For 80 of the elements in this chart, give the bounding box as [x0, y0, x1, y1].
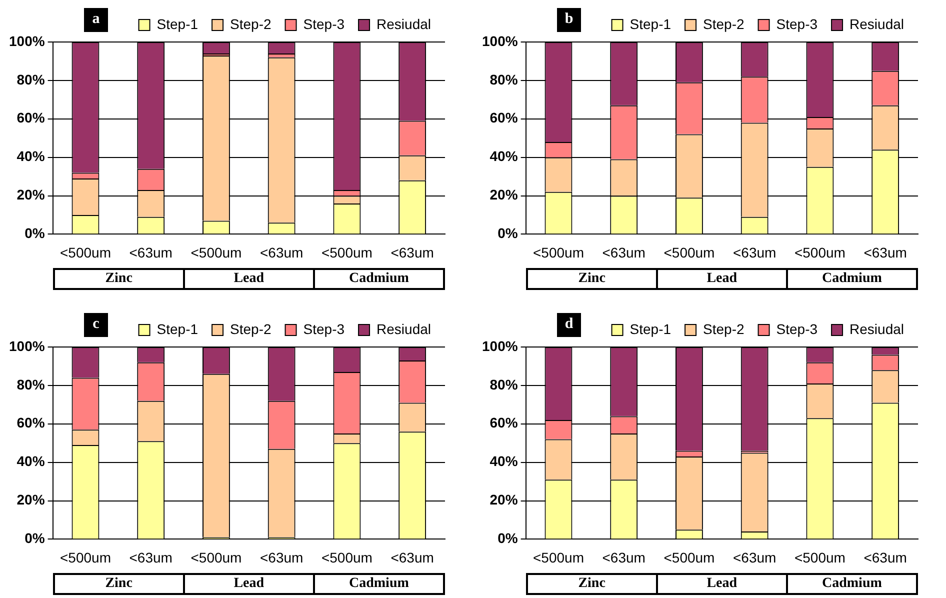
text: Zinc: [104, 270, 134, 288]
legend-label: Resiudal: [376, 16, 432, 32]
text: Cadmium: [786, 270, 916, 288]
chart-title: c: [84, 313, 108, 337]
text: Zinc: [577, 575, 606, 593]
y-tick-label: 40%: [490, 453, 518, 470]
x-tick-label: <500um: [190, 244, 242, 260]
legend-label: Step-3: [776, 320, 818, 337]
x-tick-label: <500um: [532, 244, 584, 260]
y-tick-label: 100%: [482, 338, 518, 354]
legend-label: Step-1: [156, 320, 198, 337]
x-tick-label: <63um: [390, 549, 434, 566]
x-tick-label: <63um: [129, 244, 172, 260]
legend-label: Step-1: [630, 320, 672, 337]
legend-label: Step-2: [230, 320, 272, 337]
legend-label: Step-3: [776, 16, 818, 32]
y-tick-label: 60%: [16, 414, 46, 431]
chart-title: b: [557, 8, 581, 32]
x-tick-label: <63um: [602, 549, 646, 566]
text: Zinc: [577, 270, 606, 288]
x-tick-label: <63um: [602, 244, 646, 260]
y-tick-label: 20%: [16, 492, 46, 508]
y-tick-label: 100%: [8, 32, 46, 49]
x-tick-label: <500um: [190, 549, 242, 566]
legend-label: Step-1: [630, 16, 672, 32]
y-tick-label: 20%: [490, 492, 518, 508]
x-tick-label: <63um: [260, 549, 304, 566]
y-tick-label: 80%: [16, 71, 46, 88]
text: Lead: [656, 270, 786, 288]
x-tick-label: <63um: [129, 549, 172, 566]
x-tick-label: <500um: [60, 244, 111, 260]
text: Cadmium: [312, 270, 443, 288]
chart-title: d: [557, 313, 581, 337]
y-tick-label: 60%: [490, 414, 518, 431]
x-tick-label: <500um: [794, 549, 846, 566]
x-tick-label: <63um: [390, 244, 434, 260]
y-tick-label: 100%: [8, 338, 46, 354]
x-tick-label: <63um: [864, 549, 907, 566]
y-tick-label: 0%: [498, 530, 518, 546]
y-tick-label: 80%: [490, 376, 518, 392]
text: Lead: [656, 575, 786, 593]
y-tick-label: 60%: [16, 110, 46, 126]
text: Cadmium: [786, 575, 916, 593]
x-tick-label: <63um: [732, 549, 776, 566]
x-tick-label: <500um: [321, 549, 372, 566]
legend-label: Step-2: [703, 320, 744, 337]
text: Zinc: [104, 575, 134, 593]
y-tick-label: 100%: [482, 32, 518, 49]
text: Lead: [182, 270, 313, 288]
legend-label: Step-3: [303, 16, 345, 32]
x-tick-label: <63um: [864, 244, 907, 260]
y-tick-label: 0%: [24, 225, 46, 242]
y-tick-label: 20%: [490, 186, 518, 203]
legend-label: Step-2: [703, 16, 744, 32]
y-tick-label: 80%: [490, 71, 518, 88]
legend-label: Resiudal: [376, 320, 432, 337]
chart-title: a: [84, 8, 108, 32]
y-tick-label: 60%: [490, 110, 518, 126]
y-tick-label: 0%: [498, 225, 518, 242]
y-tick-label: 40%: [16, 148, 46, 164]
x-tick-label: <500um: [664, 549, 715, 566]
text: Cadmium: [312, 575, 443, 593]
y-tick-label: 20%: [16, 186, 46, 203]
x-tick-label: <500um: [664, 244, 715, 260]
legend-label: Step-1: [156, 16, 198, 32]
x-tick-label: <63um: [732, 244, 776, 260]
y-tick-label: 80%: [16, 376, 46, 392]
legend-label: Step-2: [230, 16, 272, 32]
legend-label: Step-3: [303, 320, 345, 337]
x-tick-label: <500um: [532, 549, 584, 566]
x-tick-label: <63um: [260, 244, 304, 260]
y-tick-label: 0%: [24, 530, 46, 546]
x-tick-label: <500um: [321, 244, 372, 260]
legend-label: Resiudal: [850, 320, 904, 337]
x-tick-label: <500um: [60, 549, 111, 566]
x-tick-label: <500um: [794, 244, 846, 260]
legend-label: Resiudal: [850, 16, 904, 32]
text: Lead: [182, 575, 313, 593]
y-tick-label: 40%: [16, 453, 46, 470]
y-tick-label: 40%: [490, 148, 518, 164]
